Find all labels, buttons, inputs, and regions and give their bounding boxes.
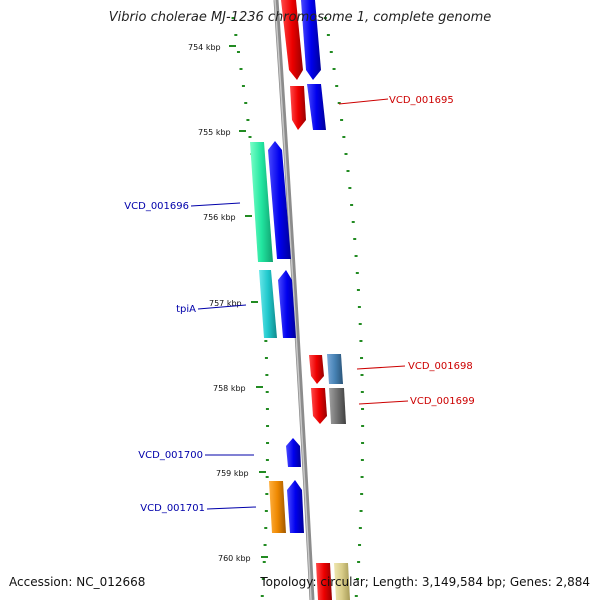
gene-features[interactable] <box>250 0 350 600</box>
gene-feature-blue-1700[interactable] <box>286 438 301 467</box>
scale-label-757: 757 kbp <box>209 299 242 308</box>
scale-label-759: 759 kbp <box>216 469 249 478</box>
gene-feature-red-top[interactable] <box>281 0 303 80</box>
leader-line-vcd-001698 <box>356 365 406 370</box>
gene-feature-blue-tpiA[interactable] <box>278 270 296 338</box>
gene-label-tpiA[interactable]: tpiA <box>176 304 196 315</box>
leader-line-vcd-001699 <box>358 400 409 405</box>
gene-feature-gray-1699[interactable] <box>329 388 346 424</box>
chromosome-backbone-highlight <box>274 0 312 601</box>
genome-info-text: Topology: circular; Length: 3,149,584 bp… <box>260 575 590 589</box>
gene-feature-red-1698[interactable] <box>309 355 324 384</box>
gene-feature-steel-1698[interactable] <box>327 354 343 384</box>
gene-label-vcd-001700[interactable]: VCD_001700 <box>138 450 203 461</box>
gene-feature-red-1695[interactable] <box>290 86 306 130</box>
label-leader-lines <box>190 98 409 510</box>
scale-labels: 754 kbp 755 kbp 756 kbp 757 kbp 758 kbp … <box>188 43 251 563</box>
gene-feature-blue-top[interactable] <box>301 0 321 80</box>
leader-line-vcd-001701 <box>206 506 257 510</box>
genome-title: Vibrio cholerae MJ-1236 chromosome 1, co… <box>108 10 492 25</box>
gene-feature-red-bottom[interactable] <box>316 563 332 600</box>
scale-label-758: 758 kbp <box>213 384 246 393</box>
gene-label-vcd-001698[interactable]: VCD_001698 <box>408 361 473 372</box>
gene-label-vcd-001699[interactable]: VCD_001699 <box>410 396 475 407</box>
gene-feature-blue-1696[interactable] <box>268 141 291 259</box>
gene-feature-orange-1701[interactable] <box>269 481 286 533</box>
gene-labels[interactable]: VCD_001695 VCD_001696 tpiA VCD_001698 VC… <box>124 95 474 514</box>
gene-feature-teal-1696[interactable] <box>250 142 273 262</box>
scale-label-755: 755 kbp <box>198 128 231 137</box>
gene-feature-red-1699[interactable] <box>311 388 327 424</box>
scale-label-760: 760 kbp <box>218 554 251 563</box>
gene-feature-cyan-tpiA[interactable] <box>259 270 277 338</box>
gene-feature-khaki-bottom[interactable] <box>334 563 350 600</box>
scale-label-756: 756 kbp <box>203 213 236 222</box>
leader-line-vcd-001696 <box>190 202 241 207</box>
gene-feature-blue-1701[interactable] <box>287 480 304 533</box>
scale-label-754: 754 kbp <box>188 43 221 52</box>
gene-label-vcd-001701[interactable]: VCD_001701 <box>140 503 205 514</box>
accession-text: Accession: NC_012668 <box>9 575 146 589</box>
chromosome-backbone <box>273 0 315 601</box>
gene-label-vcd-001695[interactable]: VCD_001695 <box>389 95 454 106</box>
gene-feature-blue-1695[interactable] <box>307 84 326 130</box>
leader-line-vcd-001695 <box>338 98 389 105</box>
leader-line-tpiA <box>197 304 247 310</box>
gene-label-vcd-001696[interactable]: VCD_001696 <box>124 201 189 212</box>
